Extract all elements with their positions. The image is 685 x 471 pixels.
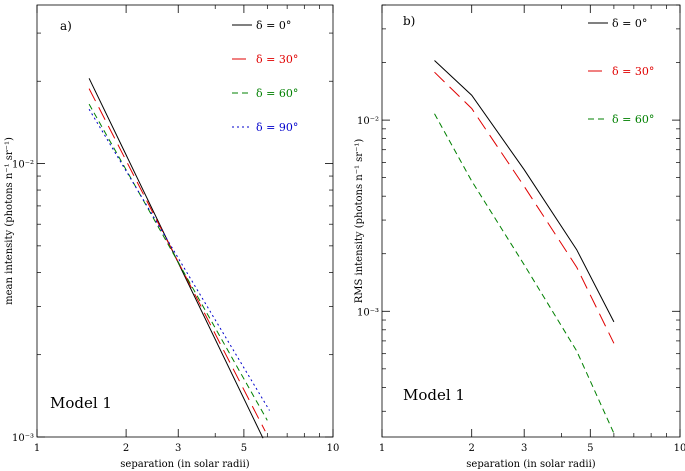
x-tick-label: 2: [469, 443, 475, 454]
y-tick-label: 10⁻³: [357, 307, 379, 318]
y-axis-label: RMS intensity (photons n⁻¹ sr⁻¹): [354, 139, 365, 304]
x-tick-label: 10: [327, 443, 340, 454]
x-tick-label: 2: [123, 443, 129, 454]
series-line-1: [434, 71, 615, 344]
panel-label: a): [60, 19, 72, 33]
plot-frame: [381, 4, 681, 438]
model-annotation: Model 1: [403, 386, 465, 404]
panel-b: 1 2 3 5 10 10⁻³ 10⁻² separation (in solar radii…: [354, 4, 685, 470]
series-line-3: [88, 108, 270, 411]
x-tick-label: 3: [521, 443, 527, 454]
x-tick-label: 3: [175, 443, 181, 454]
y-tick-label: 10⁻²: [357, 116, 379, 127]
legend-label-1: δ = 30°: [256, 53, 298, 66]
y-axis-label: mean intensity (photons n⁻¹ sr⁻¹): [4, 137, 15, 305]
panel-a: 1 2 3 5 10 10⁻³ 10⁻² separation (in solar radii…: [4, 4, 340, 470]
legend-label-3: δ = 90°: [256, 121, 298, 134]
series-line-0: [434, 60, 615, 323]
legend-label-2: δ = 60°: [256, 87, 298, 100]
series-line-2: [88, 103, 268, 421]
x-tick-label: 10: [674, 443, 685, 454]
panel-label: b): [403, 14, 415, 28]
series-line-2: [434, 113, 615, 434]
x-tick-label: 5: [587, 443, 593, 454]
y-tick-label: 10⁻²: [12, 160, 34, 171]
legend-label-2: δ = 60°: [612, 113, 654, 126]
legend-label-0: δ = 0°: [256, 19, 291, 32]
x-axis-label: separation (in solar radii): [120, 459, 250, 470]
y-tick-label: 10⁻³: [12, 433, 34, 444]
plot-frame: [36, 4, 334, 438]
x-tick-label: 5: [241, 443, 247, 454]
x-tick-label: 1: [34, 443, 40, 454]
x-axis-label: separation (in solar radii): [466, 459, 596, 470]
series-line-1: [88, 88, 266, 432]
legend-label-0: δ = 0°: [612, 17, 647, 30]
legend-label-1: δ = 30°: [612, 65, 654, 78]
x-tick-label: 1: [379, 443, 385, 454]
model-annotation: Model 1: [50, 394, 112, 412]
